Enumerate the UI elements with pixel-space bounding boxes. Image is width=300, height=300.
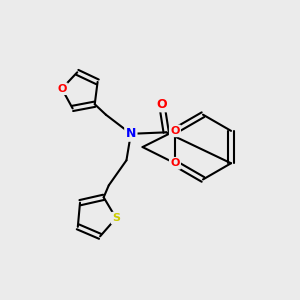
Text: S: S xyxy=(112,213,120,223)
Text: O: O xyxy=(170,158,180,168)
Text: O: O xyxy=(57,84,67,94)
Text: O: O xyxy=(157,98,167,111)
Text: O: O xyxy=(170,126,180,136)
Text: N: N xyxy=(126,127,136,140)
